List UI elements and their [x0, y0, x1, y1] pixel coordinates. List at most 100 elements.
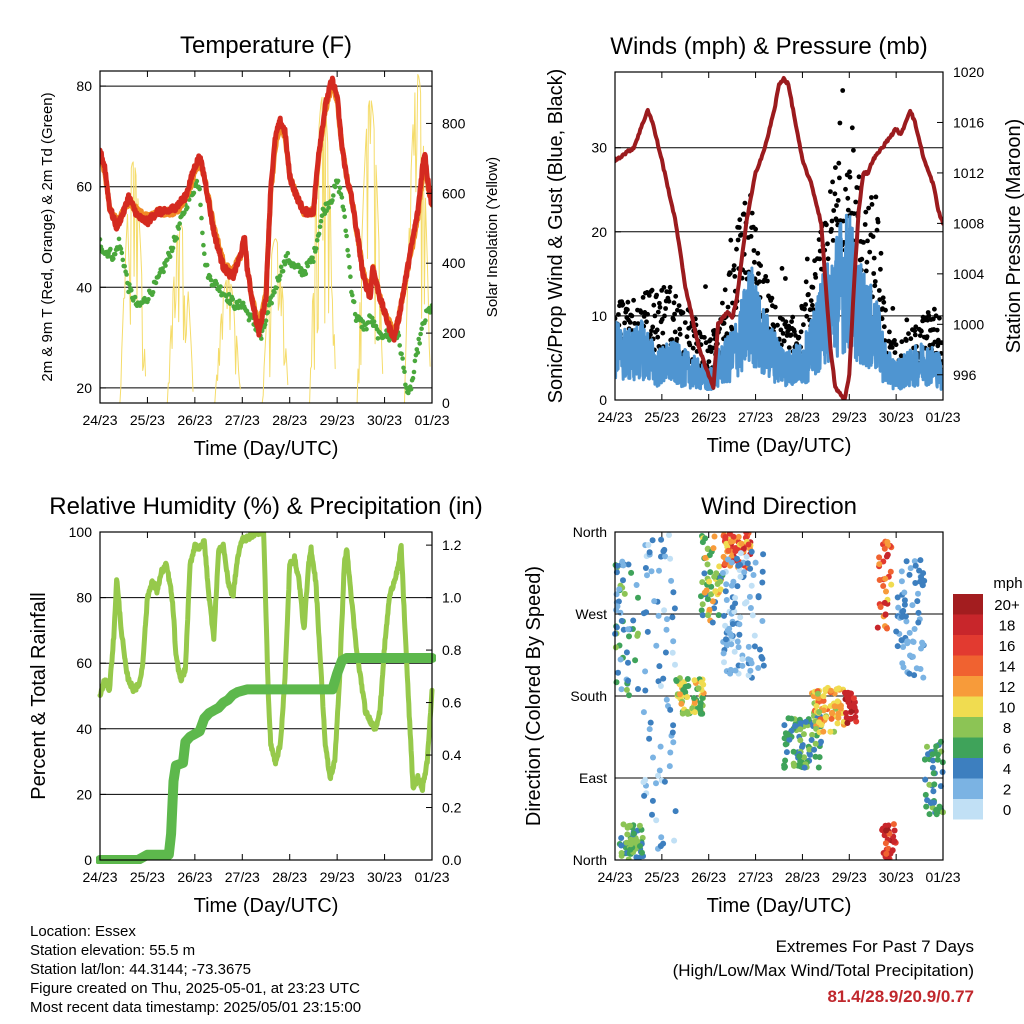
direction-point: [933, 743, 940, 750]
direction-point: [684, 676, 691, 682]
gust-point: [629, 313, 635, 319]
gust-point: [649, 287, 655, 293]
direction-point: [813, 703, 820, 710]
direction-point: [661, 778, 668, 785]
direction-point: [738, 540, 745, 547]
direction-point: [874, 624, 881, 631]
gust-point: [906, 331, 911, 336]
gust-point: [807, 307, 813, 313]
direction-point: [699, 579, 706, 586]
y-tick-label: 100: [69, 524, 93, 540]
gust-point: [655, 309, 661, 315]
direction-point: [781, 735, 788, 742]
gust-point: [862, 222, 868, 227]
x-tick-label: 24/23: [597, 869, 632, 885]
gust-point: [659, 317, 665, 322]
gust-point: [834, 203, 839, 208]
direction-point: [743, 553, 750, 560]
direction-point: [834, 720, 841, 727]
direction-point: [903, 558, 910, 565]
x-tick-label: 27/23: [738, 409, 773, 425]
y-tick-label: 0: [442, 395, 450, 411]
direction-point: [682, 689, 689, 696]
dewpoint-point: [311, 259, 316, 265]
direction-point: [898, 578, 905, 585]
direction-series: [612, 532, 946, 860]
direction-point: [883, 588, 889, 595]
y-axis-label: Station Pressure (Maroon): [1003, 119, 1024, 354]
dewpoint-point: [150, 290, 156, 295]
gust-point: [775, 322, 780, 328]
gust-point: [917, 333, 923, 338]
gust-point: [672, 311, 677, 317]
direction-point: [624, 831, 631, 838]
direction-point: [934, 756, 941, 763]
direction-point: [741, 600, 748, 607]
gust-point: [731, 263, 737, 268]
colorbar-swatch: [953, 799, 983, 820]
gust-point: [881, 299, 887, 305]
gust-point: [892, 350, 898, 355]
x-tick-label: 01/23: [414, 412, 449, 428]
gust-point: [680, 310, 686, 316]
direction-point: [739, 662, 746, 669]
elevation-text: Station elevation: 55.5 m: [30, 942, 196, 959]
direction-point: [701, 570, 708, 577]
direction-point: [670, 739, 677, 746]
direction-point: [669, 614, 676, 621]
gust-point: [883, 307, 888, 313]
direction-point: [885, 856, 891, 860]
direction-point: [835, 710, 842, 717]
dewpoint-point: [124, 272, 129, 277]
gust-point: [933, 313, 939, 319]
direction-point: [618, 842, 625, 849]
gust-point: [876, 288, 882, 293]
x-tick-label: 28/23: [272, 869, 307, 885]
dewpoint-point: [314, 238, 320, 243]
dewpoint-point: [274, 285, 279, 291]
direction-point: [801, 754, 808, 761]
y-tick-label: 996: [953, 367, 977, 383]
gust-point: [673, 293, 679, 299]
direction-point: [759, 618, 766, 624]
direction-point: [922, 791, 929, 798]
gust-point: [780, 317, 785, 322]
gust-point: [661, 285, 667, 290]
direction-point: [672, 808, 679, 815]
dewpoint-point: [198, 202, 203, 208]
direction-point: [844, 720, 851, 726]
direction-point: [924, 743, 930, 750]
y-tick-label: East: [579, 770, 607, 786]
plot-frame: [99, 531, 433, 861]
gust-point: [912, 328, 918, 334]
direction-point: [655, 772, 661, 779]
direction-point: [797, 726, 804, 733]
direction-point: [673, 678, 680, 684]
x-axis-label: Time (Day/UTC): [707, 895, 852, 917]
dewpoint-point: [237, 298, 242, 304]
gust-point: [671, 317, 676, 322]
direction-point: [758, 654, 765, 660]
direction-point: [927, 800, 934, 806]
direction-point: [640, 709, 647, 716]
direction-point: [710, 545, 717, 552]
colorbar-swatch: [953, 676, 983, 697]
direction-point: [669, 649, 676, 656]
wind-line: [615, 213, 943, 391]
gust-point: [756, 271, 761, 276]
direction-point: [729, 621, 736, 627]
direction-point: [620, 821, 627, 828]
direction-point: [698, 607, 705, 614]
direction-point: [699, 601, 706, 608]
dewpoint-point: [122, 264, 127, 269]
dewpoint-point: [153, 280, 159, 286]
chart-title: Temperature (F): [180, 32, 352, 59]
direction-point: [747, 565, 754, 572]
gust-point: [752, 259, 757, 265]
gust-point: [778, 327, 784, 333]
direction-point: [907, 565, 914, 572]
colorbar-swatch: [953, 594, 983, 615]
gust-point: [833, 165, 838, 171]
colorbar-label: 12: [999, 679, 1016, 696]
y-tick-label: 0: [599, 392, 607, 408]
